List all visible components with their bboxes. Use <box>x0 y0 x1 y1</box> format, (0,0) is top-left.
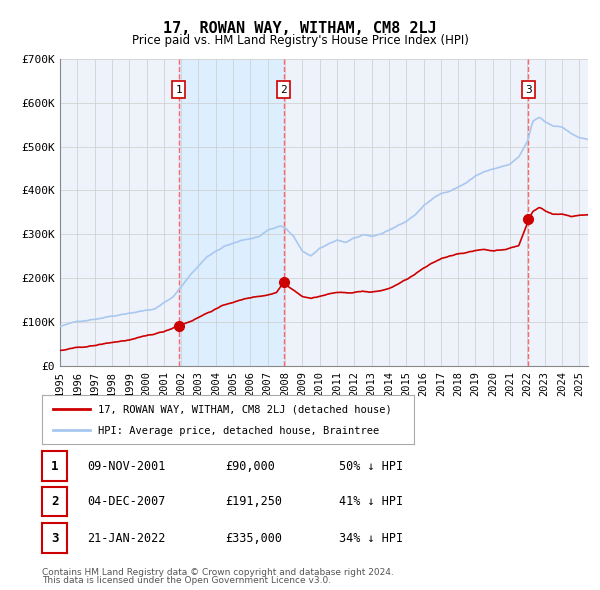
Text: 34% ↓ HPI: 34% ↓ HPI <box>339 532 403 545</box>
Text: HPI: Average price, detached house, Braintree: HPI: Average price, detached house, Brai… <box>98 426 379 436</box>
Text: Price paid vs. HM Land Registry's House Price Index (HPI): Price paid vs. HM Land Registry's House … <box>131 34 469 47</box>
Text: 21-JAN-2022: 21-JAN-2022 <box>87 532 166 545</box>
Text: 50% ↓ HPI: 50% ↓ HPI <box>339 460 403 473</box>
Text: £90,000: £90,000 <box>225 460 275 473</box>
Text: This data is licensed under the Open Government Licence v3.0.: This data is licensed under the Open Gov… <box>42 576 331 585</box>
Text: 1: 1 <box>51 460 58 473</box>
Text: 3: 3 <box>51 532 58 545</box>
Text: £191,250: £191,250 <box>225 495 282 508</box>
Text: Contains HM Land Registry data © Crown copyright and database right 2024.: Contains HM Land Registry data © Crown c… <box>42 568 394 577</box>
Text: 17, ROWAN WAY, WITHAM, CM8 2LJ: 17, ROWAN WAY, WITHAM, CM8 2LJ <box>163 21 437 35</box>
Text: 2: 2 <box>280 85 287 94</box>
Bar <box>179 59 284 366</box>
Text: 3: 3 <box>525 85 532 94</box>
Text: £335,000: £335,000 <box>225 532 282 545</box>
Text: 2: 2 <box>51 495 58 508</box>
Text: 04-DEC-2007: 04-DEC-2007 <box>87 495 166 508</box>
Text: 1: 1 <box>175 85 182 94</box>
Text: 17, ROWAN WAY, WITHAM, CM8 2LJ (detached house): 17, ROWAN WAY, WITHAM, CM8 2LJ (detached… <box>98 405 392 415</box>
Text: 09-NOV-2001: 09-NOV-2001 <box>87 460 166 473</box>
Text: 41% ↓ HPI: 41% ↓ HPI <box>339 495 403 508</box>
